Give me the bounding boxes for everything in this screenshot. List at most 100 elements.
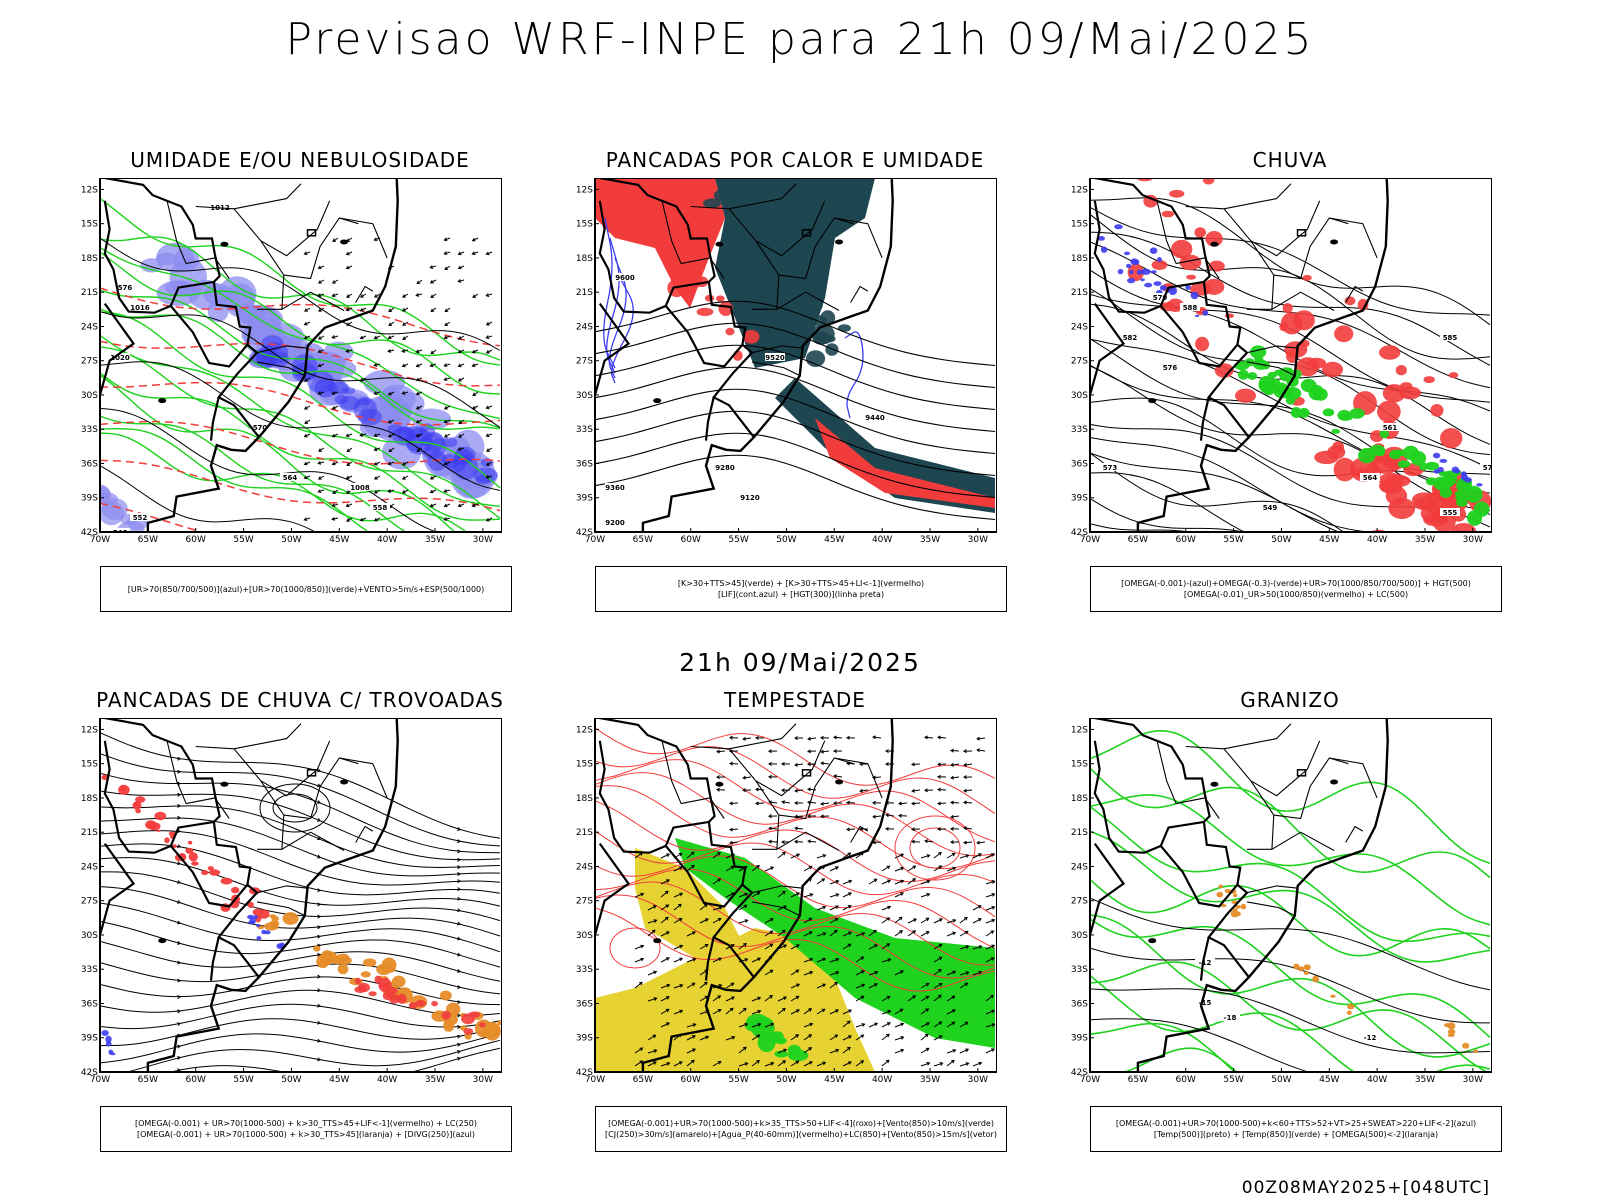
wind-vector (673, 903, 682, 911)
thunder-area (368, 991, 377, 997)
wind-vector (317, 391, 325, 395)
wind-vector (855, 995, 865, 1002)
contour-label: 1020 (110, 354, 130, 362)
rain-area (1161, 210, 1175, 218)
thunder-area (441, 1010, 451, 1020)
thunder-weak-area (337, 963, 349, 975)
divergence-area (105, 1035, 112, 1043)
wind-vector (985, 880, 996, 885)
ur-low-contour (100, 289, 501, 429)
lake-shape (220, 781, 229, 787)
lon-label: 40W (872, 535, 892, 545)
omega-weak-area (1194, 314, 1200, 317)
omega-area (1254, 356, 1264, 362)
wind-vector (331, 335, 339, 339)
streamline (1090, 338, 1491, 470)
state-border (185, 257, 230, 279)
omega-500-area (1236, 911, 1241, 917)
state-border (778, 757, 854, 820)
streamline (100, 805, 501, 868)
wind-vector (972, 1061, 983, 1067)
lon-label: 30W (473, 535, 493, 545)
wind-vector (317, 475, 325, 480)
state-border (1329, 217, 1378, 259)
wind-vector (894, 1022, 905, 1028)
streamline-arrow (317, 974, 322, 979)
wind-vector (318, 447, 325, 452)
wind-vector (318, 307, 325, 312)
wind-vector (868, 970, 879, 976)
country-border (1159, 821, 1242, 908)
federal-district (801, 769, 812, 777)
wind-vector (985, 994, 994, 1002)
legend-line: [OMEGA(-0.01)_UR>50(1000/850)(vermelho) … (1183, 590, 1409, 599)
contour-label-bg (1440, 333, 1460, 341)
wind-vector (790, 995, 800, 1002)
panel-legend: [K>30+TTS>45](verde) + [K>30+TTS>45+LI<-… (595, 566, 1007, 612)
wind-vector (937, 801, 947, 806)
lat-label: 15S (81, 220, 98, 230)
wind-vector (829, 879, 840, 885)
wind-vector (647, 929, 656, 937)
wind-vector (359, 307, 367, 312)
wind-vector (764, 930, 774, 937)
wind-vector (359, 377, 367, 382)
lat-label: 36S (1071, 459, 1088, 469)
rain-area (1379, 345, 1401, 360)
wind-vector (345, 307, 353, 312)
lon-label: 60W (681, 1075, 701, 1085)
wind-vector (881, 943, 891, 950)
instability-area (595, 178, 725, 308)
wind-vector (673, 957, 684, 963)
streamline (100, 962, 501, 995)
k-tts-spot (768, 290, 783, 301)
country-border (104, 718, 221, 823)
streamline (100, 976, 501, 1006)
streamline-arrow (317, 902, 322, 907)
wind-vector (907, 878, 917, 885)
state-border (166, 740, 187, 804)
country-border (103, 740, 215, 854)
lon-label: 40W (872, 1075, 892, 1085)
wind-vector (920, 879, 931, 885)
wind-vector (332, 489, 339, 494)
lc850-contour (595, 855, 996, 918)
wind-vector (444, 307, 451, 313)
thunder-area (154, 811, 167, 821)
omega-weak-area (1151, 270, 1157, 274)
rain-area (1282, 303, 1293, 314)
streamline-arrow (457, 969, 462, 973)
lon-label: 70W (1080, 535, 1100, 545)
wind-vector (946, 1009, 957, 1015)
wind-vector (985, 918, 996, 924)
forecast-field (100, 732, 502, 1072)
wind-vector (401, 363, 409, 368)
wind-vector (331, 391, 339, 395)
rain-area (1430, 404, 1444, 417)
wind-vector (920, 1047, 930, 1054)
wind-vector (457, 447, 465, 451)
east-coastline (641, 178, 894, 532)
contour-label: 570 (1483, 464, 1492, 472)
streamline (100, 732, 501, 839)
lon-label: 45W (1319, 535, 1339, 545)
thunder-area (396, 993, 407, 1004)
lake-shape (340, 779, 349, 785)
state-border (850, 825, 869, 843)
wind-vector (725, 982, 735, 989)
wind-vector (686, 1035, 696, 1041)
wind-vector (712, 851, 721, 859)
thunder-area (119, 784, 127, 792)
state-border (355, 825, 374, 843)
thunder-area (431, 1000, 438, 1007)
wind-vector (976, 840, 986, 845)
wind-vector (673, 1061, 683, 1067)
ur-high-blob (100, 501, 125, 526)
streamline-arrow (177, 900, 182, 904)
lc850-contour (595, 894, 996, 979)
wind-vector (346, 237, 353, 242)
wind-vector (959, 916, 968, 924)
wind-vector (373, 517, 381, 522)
wind-vector (416, 447, 423, 453)
